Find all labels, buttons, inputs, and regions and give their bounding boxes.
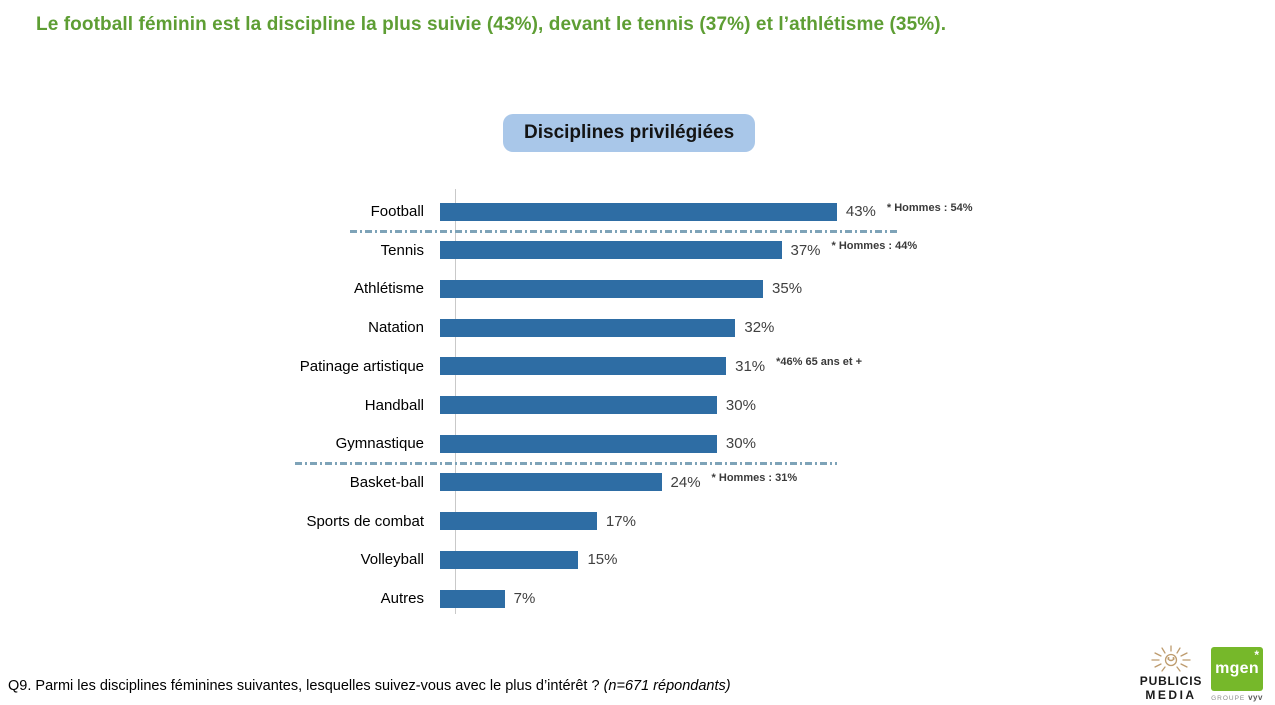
bar [440, 357, 727, 376]
value-label: 30% [725, 435, 756, 453]
bar [440, 550, 579, 569]
groupe-vyv-wordmark: GROUPE vyv [1211, 693, 1263, 702]
category-label: Autres [380, 590, 424, 607]
bar [440, 318, 736, 337]
bar-row: Natation 32% [0, 308, 1010, 347]
publicis-media-logo: PUBLICIS MEDIA [1136, 643, 1206, 702]
publicis-lion-icon [1151, 645, 1191, 672]
bar [440, 396, 717, 414]
value-label: 7% [513, 590, 536, 607]
value-label: 31% [735, 357, 766, 375]
category-label: Volleyball [360, 551, 424, 569]
category-label: Patinage artistique [299, 357, 424, 375]
bar [440, 241, 782, 260]
value-label: 17% [605, 512, 636, 530]
vyv-text: vyv [1248, 693, 1263, 702]
value-label: 37% [790, 241, 821, 259]
category-label: Natation [368, 319, 424, 337]
media-wordmark: MEDIA [1145, 688, 1197, 702]
sample-size: (n=671 répondants) [603, 678, 731, 694]
category-label: Gymnastique [335, 435, 424, 453]
category-label: Sports de combat [306, 512, 424, 530]
publicis-wordmark: PUBLICIS [1139, 674, 1203, 688]
value-label: 32% [744, 319, 775, 337]
value-label: 30% [725, 396, 756, 414]
bar-row: Tennis 37% * Hommes : 44% [0, 231, 1010, 270]
value-label: 24% [670, 473, 701, 491]
bar-row: Basket-ball 24% * Hommes : 31% [0, 463, 1010, 502]
bar-row: Patinage artistique 31% *46% 65 ans et + [0, 347, 1010, 386]
bar-chart: Football 43% * Hommes : 54% Tennis 37% * Homm… [0, 189, 1010, 618]
headline: Le football féminin est la discipline la… [36, 14, 947, 35]
mgen-wordmark: mgen [1215, 660, 1259, 677]
groupe-text: GROUPE [1211, 695, 1249, 702]
source-question: Q9. Parmi les disciplines féminines suiv… [8, 678, 731, 694]
value-label: 15% [587, 551, 618, 569]
bar [440, 589, 505, 608]
mgen-logo: mgen * GROUPE vyv [1211, 647, 1263, 702]
category-label: Football [370, 203, 424, 220]
mgen-logo-square: mgen * [1211, 647, 1263, 691]
category-label: Basket-ball [349, 473, 424, 491]
bar [440, 512, 597, 531]
category-label: Handball [364, 396, 424, 414]
value-label: 43% [845, 203, 876, 220]
separator-dashed-line [350, 229, 897, 233]
bar-row: Volleyball 15% [0, 540, 1010, 579]
value-label: 35% [772, 280, 803, 298]
bar-annotation: *46% 65 ans et + [776, 356, 863, 369]
bar-row: Autres 7% [0, 579, 1010, 618]
bar-row: Gymnastique 30% [0, 424, 1010, 463]
bar-annotation: * Hommes : 54% [886, 201, 973, 214]
bar [440, 473, 662, 492]
bar [440, 434, 717, 453]
question-text: Q9. Parmi les disciplines féminines suiv… [8, 678, 604, 694]
bar-annotation: * Hommes : 44% [831, 240, 918, 253]
separator-dashed-line [295, 461, 837, 465]
bar-row: Sports de combat 17% [0, 502, 1010, 541]
bar [440, 202, 837, 221]
category-label: Tennis [380, 241, 424, 259]
category-label: Athlétisme [353, 280, 424, 298]
bar-row: Athlétisme 35% [0, 269, 1010, 308]
mgen-star-icon: * [1254, 648, 1259, 662]
logos: PUBLICIS MEDIA mgen * GROUPE vyv [1136, 643, 1263, 702]
chart-title-badge: Disciplines privilégiées [503, 114, 756, 152]
bar-annotation: * Hommes : 31% [711, 472, 798, 485]
bar [440, 279, 764, 298]
bar-row: Handball 30% [0, 386, 1010, 425]
bar-row: Football 43% * Hommes : 54% [0, 192, 1010, 231]
